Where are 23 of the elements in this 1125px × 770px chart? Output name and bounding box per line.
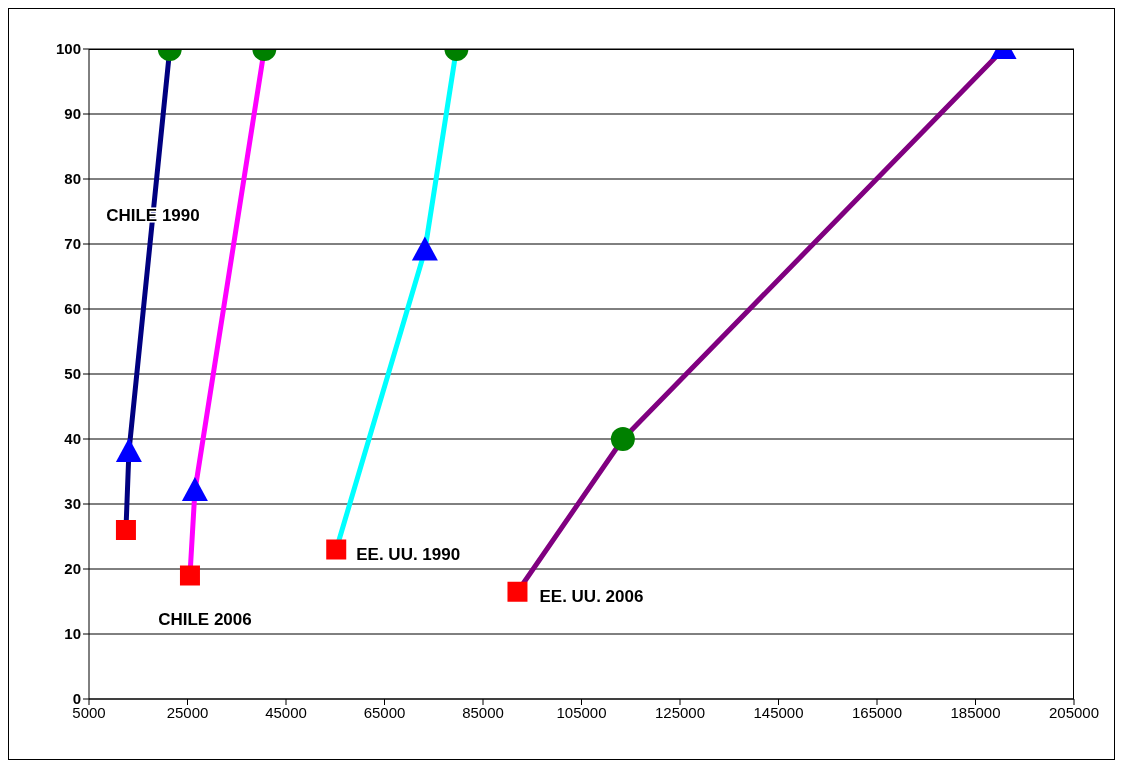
x-tick-label: 165000 xyxy=(851,703,903,721)
y-tick-label: 50 xyxy=(64,365,81,383)
x-tick-label: 185000 xyxy=(950,703,1001,721)
x-tick-label: 65000 xyxy=(363,703,406,721)
x-tick-label: 85000 xyxy=(462,703,504,721)
text: CHILE 2006 xyxy=(158,609,252,629)
y-tick-label: 70 xyxy=(64,235,81,253)
y-tick-label: 80 xyxy=(64,170,81,188)
y-tick-label: 100 xyxy=(55,40,81,58)
y-tick-label: 60 xyxy=(64,300,81,318)
y-tick-label: 30 xyxy=(64,495,81,513)
x-tick-label: 105000 xyxy=(556,703,607,721)
x-tick-label: 45000 xyxy=(265,703,307,721)
series-label: EE. UU. 1990 xyxy=(356,544,461,564)
x-tick-label: 205000 xyxy=(1048,703,1100,721)
x-tick-label: 125000 xyxy=(654,703,706,721)
y-tick-label: 40 xyxy=(64,430,81,448)
x-tick-label: 25000 xyxy=(166,703,209,721)
y-tick-label: 20 xyxy=(64,560,81,578)
series-label: EE. UU. 2006 xyxy=(539,587,644,607)
x-tick-label: 145000 xyxy=(753,703,804,721)
y-tick-label: 90 xyxy=(64,105,81,123)
y-tick-label: 10 xyxy=(64,625,81,643)
